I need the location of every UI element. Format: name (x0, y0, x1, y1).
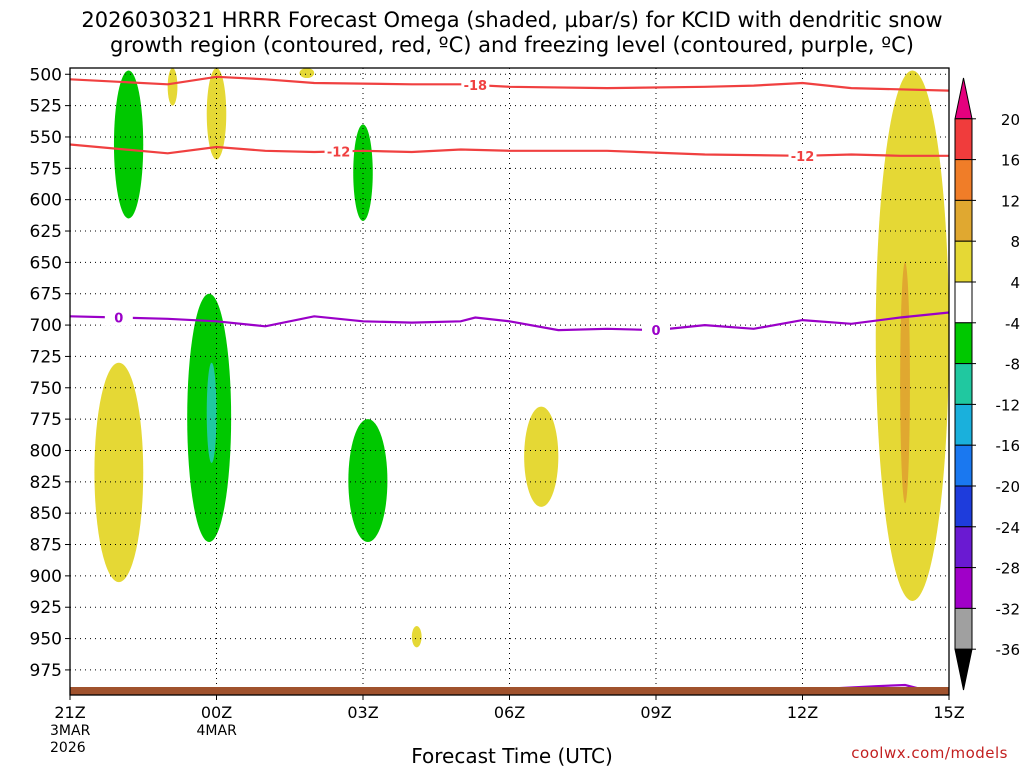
contour-label-bg (642, 322, 670, 339)
shaded-region-yellow-left-lower (94, 362, 144, 583)
y-tick-label: 875 (30, 536, 62, 556)
y-tick-label: 900 (30, 567, 62, 587)
colorbar-label: -16 (996, 437, 1021, 455)
colorbar-label: 20 (1001, 111, 1020, 129)
contour-purple-0 (70, 311, 949, 332)
colorbar-label: -4 (1005, 315, 1020, 333)
colorbar-label: 8 (1010, 233, 1020, 251)
colorbar-segment (954, 199, 973, 242)
contour-red--12 (70, 143, 949, 157)
y-tick-label: 650 (30, 253, 62, 273)
contour-lines: -18 -12 -12 0 0 (70, 75, 949, 693)
x-tick-label: 06Z (494, 703, 525, 722)
colorbar-segment (954, 159, 973, 201)
y-tick-label: 575 (30, 159, 62, 179)
shaded-region-green-03z-upper (353, 124, 373, 221)
chart-title-line2: growth region (contoured, red, ºC) and f… (110, 33, 914, 57)
y-tick-label: 625 (30, 222, 62, 242)
y-tick-label: 775 (30, 410, 62, 430)
colorbar-segment (954, 403, 973, 446)
contour-label: 0 (651, 324, 660, 339)
y-tick-label: 750 (30, 379, 62, 399)
x-tick-label: 15Z (933, 703, 964, 722)
shaded-region-yellow-right-edge (875, 70, 949, 601)
shaded-region-teal-01z (206, 362, 217, 464)
colorbar-segment (954, 607, 973, 650)
x-axis-title: Forecast Time (UTC) (411, 744, 613, 768)
colorbar-label: -32 (996, 600, 1021, 618)
colorbar-label: 12 (1001, 192, 1020, 210)
colorbar-label: 4 (1010, 274, 1020, 292)
colorbar-label: -20 (996, 478, 1021, 496)
x-tick-label: 12Z (787, 703, 818, 722)
credit-text: coolwx.com/models (851, 744, 1008, 762)
y-tick-label: 725 (30, 347, 62, 367)
colorbar-segment (954, 567, 973, 609)
x-tick-sublabel: 3MAR (50, 723, 91, 739)
axes: 500 525 550 575 600 625 650 675 700 725 750 775 800 8… (30, 65, 965, 756)
shaded-region-orange-right-core (900, 262, 910, 504)
y-tick-label: 700 (30, 316, 62, 336)
y-tick-label: 500 (30, 65, 62, 85)
colorbar-label: -12 (996, 396, 1021, 414)
y-tick-label: 975 (30, 661, 62, 681)
shaded-regions (94, 68, 949, 648)
y-tick-label: 550 (30, 128, 62, 148)
colorbar-label: -24 (996, 519, 1021, 537)
x-tick-sublabel: 2026 (50, 740, 86, 756)
colorbar-label: 16 (1001, 152, 1020, 170)
x-tick-label: 00Z (201, 703, 232, 722)
contour-label: 0 (114, 312, 123, 327)
colorbar-label: -8 (1005, 356, 1020, 374)
colorbar: 20 16 12 8 4 -4 -8 -12 -16 -20 -24 -28 -32 -36 (954, 77, 1021, 691)
y-tick-label: 525 (30, 97, 62, 117)
colorbar-segment (954, 240, 973, 283)
colorbar-cap-bottom (954, 648, 973, 691)
x-tick-label: 03Z (347, 703, 378, 722)
shaded-region-yellow-small-low (411, 626, 422, 648)
y-tick-label: 800 (30, 441, 62, 461)
shaded-region-green-03z-lower (348, 419, 388, 543)
y-tick-label: 950 (30, 630, 62, 650)
x-tick-sublabel: 4MAR (197, 723, 238, 739)
terrain-band (70, 687, 949, 695)
y-tick-label: 925 (30, 598, 62, 618)
contour-label: -12 (327, 145, 351, 160)
colorbar-segment (954, 363, 973, 405)
contour-label: -12 (791, 150, 815, 165)
contour-label-bg (788, 147, 817, 164)
y-tick-label: 675 (30, 285, 62, 305)
colorbar-label: -28 (996, 560, 1021, 578)
x-tick-label: 09Z (640, 703, 671, 722)
shaded-region-yellow-top-right (299, 68, 315, 79)
colorbar-cap-top (954, 77, 973, 120)
colorbar-segment (954, 118, 973, 161)
contour-label-bg (324, 143, 353, 160)
contour-label: -18 (464, 79, 488, 94)
colorbar-label: -36 (996, 641, 1021, 659)
colorbar-segment (954, 526, 973, 569)
contour-red--18 (70, 75, 949, 92)
colorbar-segment (954, 444, 973, 487)
shaded-region-green-left-upper (113, 70, 144, 219)
y-tick-label: 825 (30, 473, 62, 493)
shaded-region-yellow-05z (524, 406, 559, 507)
chart-title-line1: 2026030321 HRRR Forecast Omega (shaded, … (81, 8, 943, 32)
colorbar-segment (954, 322, 973, 365)
y-tick-label: 600 (30, 191, 62, 211)
y-tick-label: 850 (30, 504, 62, 524)
contour-label-bg (104, 309, 133, 326)
terrain-band (70, 687, 949, 695)
colorbar-segment (954, 485, 973, 528)
contour-label-bg (461, 77, 490, 94)
colorbar-segment (954, 281, 973, 324)
shaded-region-yellow-top-small (167, 68, 178, 106)
x-tick-label: 21Z (54, 703, 85, 722)
